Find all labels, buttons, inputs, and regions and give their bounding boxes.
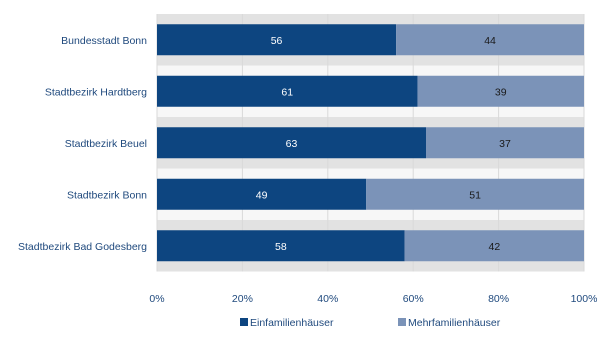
x-tick-label: 20% <box>232 293 253 305</box>
data-label: 42 <box>488 241 500 253</box>
data-label: 39 <box>495 86 507 98</box>
category-label: Stadtbezirk Bad Godesberg <box>18 241 147 253</box>
x-tick-label: 40% <box>317 293 338 305</box>
category-labels: Bundesstadt Bonn Stadtbezirk Hardtberg Sta… <box>18 35 147 253</box>
data-label: 61 <box>281 86 293 98</box>
legend-label: Mehrfamilienhäuser <box>408 317 501 329</box>
category-label: Bundesstadt Bonn <box>61 35 147 47</box>
legend-label: Einfamilienhäuser <box>250 317 334 329</box>
data-label: 63 <box>286 138 298 150</box>
data-label: 37 <box>499 138 511 150</box>
category-label: Stadtbezirk Beuel <box>65 138 147 150</box>
legend: Einfamilienhäuser Mehrfamilienhäuser <box>240 317 501 329</box>
x-tick-labels: 0% 20% 40% 60% 80% 100% <box>149 293 597 305</box>
legend-swatch <box>240 318 248 326</box>
x-tick-label: 0% <box>149 293 164 305</box>
category-label: Stadtbezirk Hardtberg <box>45 86 147 98</box>
data-label: 49 <box>256 189 268 201</box>
data-label: 56 <box>271 35 283 47</box>
x-tick-label: 80% <box>488 293 509 305</box>
x-tick-label: 60% <box>403 293 424 305</box>
data-label: 44 <box>484 35 496 47</box>
x-tick-label: 100% <box>571 293 597 305</box>
data-label: 58 <box>275 241 287 253</box>
data-label: 51 <box>469 189 481 201</box>
category-label: Stadtbezirk Bonn <box>67 189 147 201</box>
legend-swatch <box>398 318 406 326</box>
